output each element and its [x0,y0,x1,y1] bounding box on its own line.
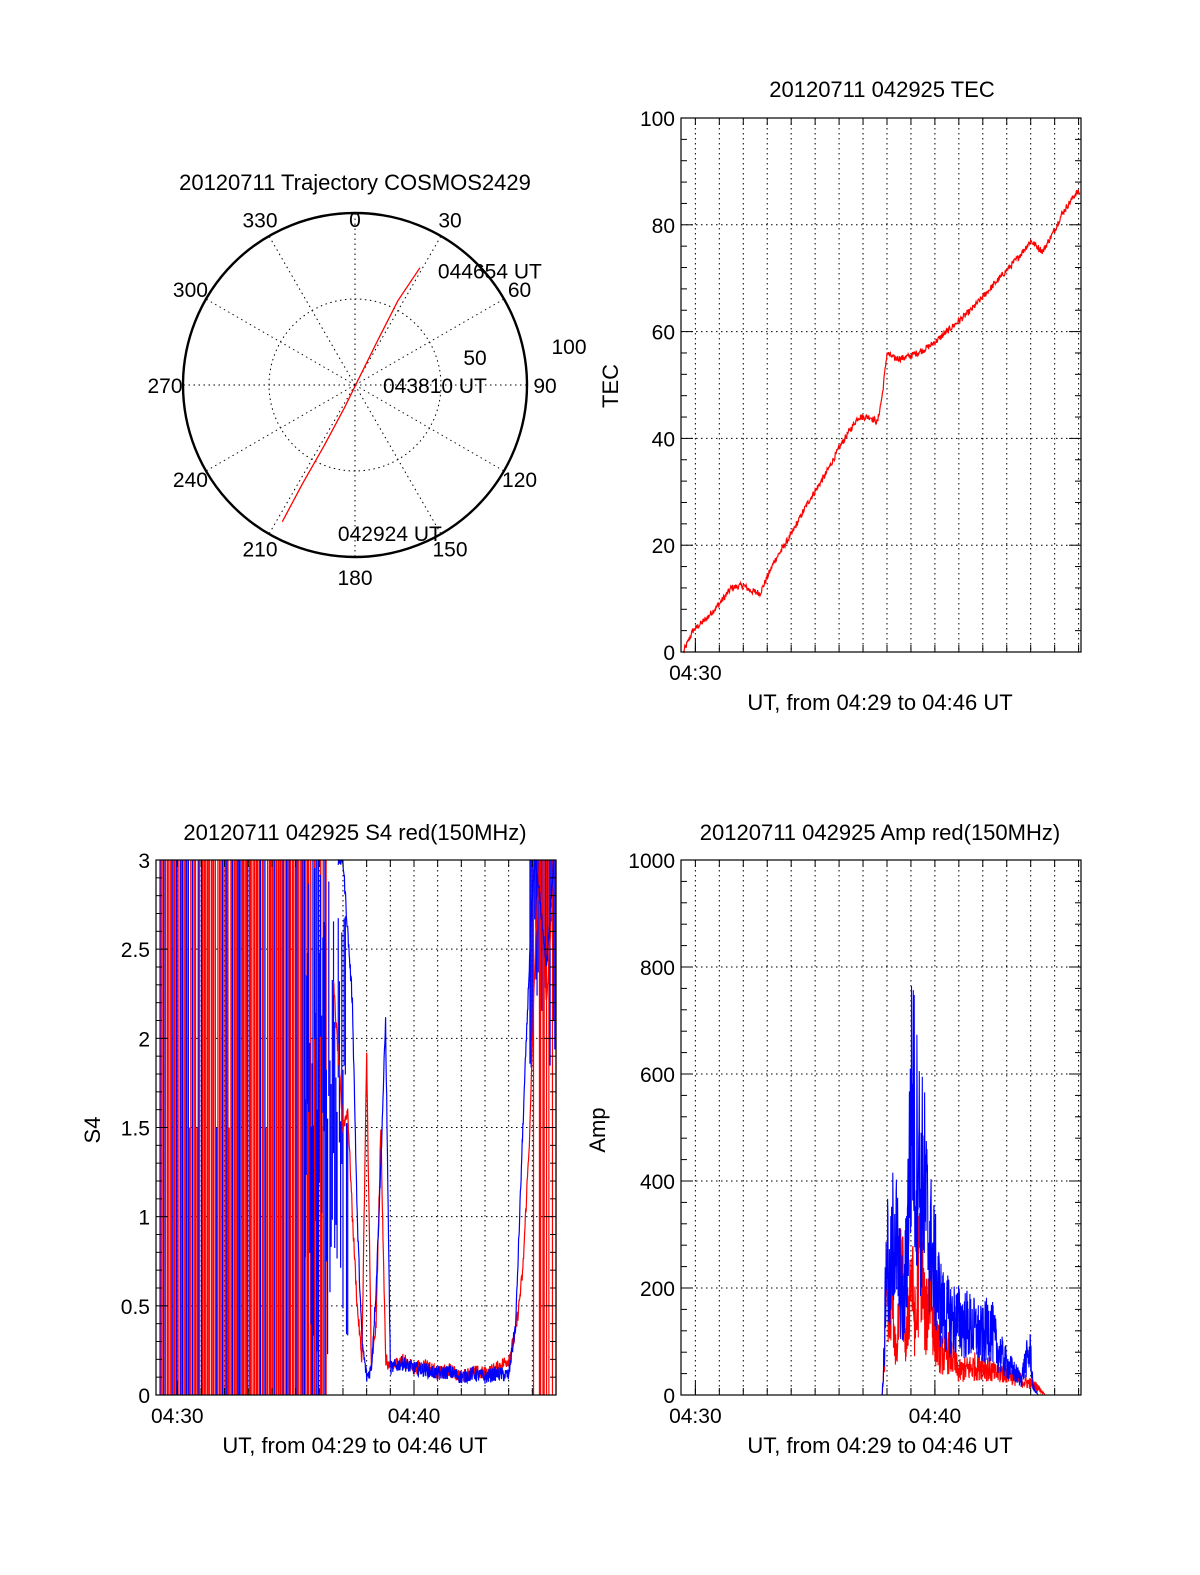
y-tick-label: 100 [640,108,675,131]
tec-axes: 0 20 40 60 80 100 04:30 [640,108,1082,685]
trajectory-time-label: 044654 UT [438,260,542,283]
polar-grid [181,211,529,559]
polar-spoke [205,298,356,386]
x-tick-label: 04:40 [909,1405,962,1428]
y-tick-label: 80 [652,215,675,238]
polar-azimuth-label: 120 [502,469,537,492]
polar-spoke [205,384,356,472]
polar-azimuth-labels: 0 30 60 90 120 150 180 210 240 270 300 330 [147,209,556,590]
tec-line [682,189,1081,654]
polar-trajectory [281,267,421,523]
polar-azimuth-label: 60 [508,279,531,302]
s4-grid [156,860,557,1395]
s4-chart: 20120711 042925 S4 red(150MHz) 0 0.5 1 1.5 2… [80,820,557,1458]
y-tick-label: 40 [652,428,675,451]
plot-frame [155,859,557,1396]
trajectory-polar-plot: 20120711 Trajectory COSMOS2429 0 30 60 90 12… [147,170,586,590]
tec-series [682,189,1081,654]
polar-spoke [268,384,356,535]
x-tick-label: 04:30 [669,1405,722,1428]
amp-axes: 0 200 400 600 800 1000 04:30 04:40 [628,850,1082,1428]
polar-azimuth-label: 330 [242,209,277,232]
tec-title: 20120711 042925 TEC [769,77,995,102]
s4-xlabel: UT, from 04:29 to 04:46 UT [222,1433,487,1458]
y-tick-label: 200 [640,1278,675,1301]
tec-ylabel: TEC [598,364,623,408]
polar-azimuth-label: 180 [337,567,372,590]
polar-annotations: 044654 UT 043810 UT 042924 UT [338,260,542,546]
polar-azimuth-label: 90 [533,375,556,398]
plot-frame [680,117,1082,653]
s4-series [159,859,557,1395]
y-tick-label: 20 [652,535,675,558]
s4-line-blue [337,859,554,1385]
x-tick-label: 04:30 [669,662,722,685]
amp-series [681,985,1081,1396]
y-tick-label: 600 [640,1064,675,1087]
amp-title: 20120711 042925 Amp red(150MHz) [700,820,1060,845]
tec-grid [681,118,1081,652]
s4-axes: 0 0.5 1 1.5 2 2.5 3 04:30 04:40 [121,850,557,1428]
polar-spoke [354,384,442,535]
y-tick-label: 0 [138,1385,150,1408]
amp-chart: 20120711 042925 Amp red(150MHz) 0 200 400 6… [585,820,1082,1458]
plot-frame [680,859,1082,1396]
polar-azimuth-label: 240 [173,469,208,492]
tec-xlabel: UT, from 04:29 to 04:46 UT [747,690,1012,715]
y-tick-label: 0 [663,1385,675,1408]
polar-azimuth-label: 150 [432,539,467,562]
polar-radius-label: 50 [463,347,486,370]
polar-azimuth-label: 300 [173,279,208,302]
y-tick-label: 800 [640,957,675,980]
trajectory-time-label: 043810 UT [383,375,487,398]
x-tick-label: 04:40 [388,1405,441,1428]
polar-azimuth-label: 0 [349,209,361,232]
polar-spoke [354,298,505,386]
x-tick-label: 04:30 [151,1405,204,1428]
polar-spoke [354,384,505,472]
amp-grid [681,860,1081,1395]
polar-outer-circle [181,211,529,559]
s4-title: 20120711 042925 S4 red(150MHz) [183,820,526,845]
s4-ylabel: S4 [80,1117,105,1144]
amp-xlabel: UT, from 04:29 to 04:46 UT [747,1433,1012,1458]
y-tick-label: 1000 [628,850,675,873]
trajectory-line [281,267,421,523]
trajectory-time-label: 042924 UT [338,523,442,546]
y-tick-label: 400 [640,1171,675,1194]
y-tick-label: 1 [138,1207,150,1230]
amp-line-blue [681,985,1081,1396]
polar-spoke [268,235,356,386]
amp-ylabel: Amp [585,1107,610,1152]
y-tick-label: 2 [138,1028,150,1051]
polar-spoke [354,235,442,386]
y-tick-label: 2.5 [121,939,150,962]
y-tick-label: 0.5 [121,1296,150,1319]
y-tick-label: 0 [663,642,675,665]
polar-azimuth-label: 210 [242,539,277,562]
polar-radius-labels: 50 100 [463,336,586,370]
polar-azimuth-label: 270 [147,375,182,398]
amp-line-red [681,1194,1081,1396]
y-tick-label: 60 [652,322,675,345]
y-tick-label: 3 [138,850,150,873]
polar-radius-label: 100 [551,336,586,359]
polar-title: 20120711 Trajectory COSMOS2429 [179,170,531,195]
y-tick-label: 1.5 [121,1118,150,1141]
tec-chart: 20120711 042925 TEC 0 20 40 60 80 100 04:30 UT… [598,77,1082,715]
polar-azimuth-label: 30 [438,209,461,232]
